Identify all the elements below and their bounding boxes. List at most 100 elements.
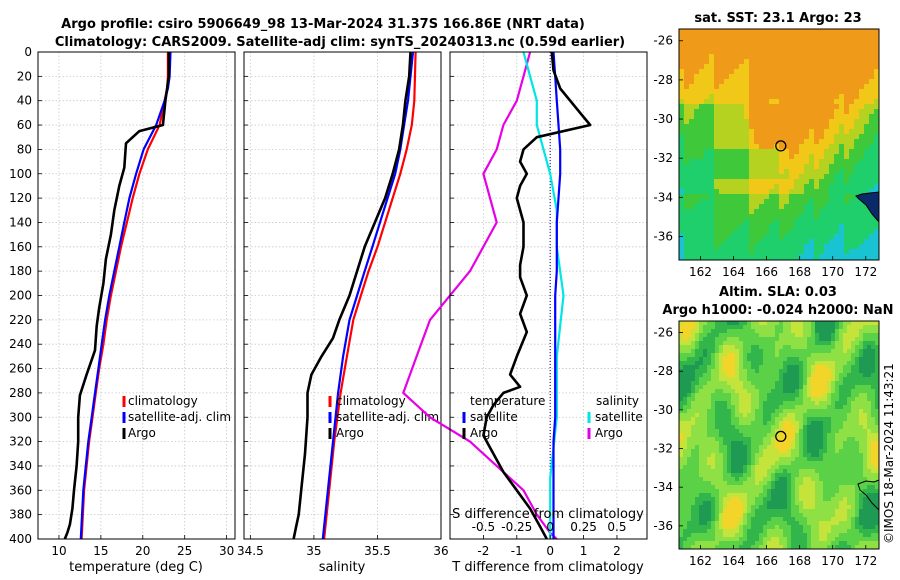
map-cell [863,453,868,458]
map-cell [869,104,875,110]
map-cell [771,461,776,466]
map-cell [864,74,870,80]
map-cell [807,521,812,526]
map-cell [787,493,792,498]
map-cell [871,497,876,502]
map-cell [867,453,872,458]
map-cell [784,214,790,220]
map-cell [694,74,700,80]
map-cell [791,505,796,510]
map-cell [829,129,835,135]
map-cell [819,525,824,530]
map-cell [747,409,752,414]
map-cell [775,445,780,450]
map-cell [869,39,875,45]
map-cell [799,199,805,205]
map-cell [775,489,780,494]
map-cell [779,179,785,185]
map-cell [834,49,840,55]
map-cell [719,521,724,526]
map-cell [819,345,824,350]
map-cell [769,194,775,200]
map-cell [803,429,808,434]
map-cell [829,209,835,215]
map-cell [703,541,708,546]
map-cell [699,59,705,65]
map-cell [795,449,800,454]
map-cell [851,393,856,398]
map-cell [839,409,844,414]
map-cell [699,114,705,120]
map-cell [834,99,840,105]
map-cell [864,214,870,220]
map-cell [847,441,852,446]
map-cell [755,377,760,382]
map-cell [727,541,732,546]
map-cell [799,389,804,394]
map-cell [683,541,688,546]
map-cell [729,159,735,165]
map-cell [831,525,836,530]
map-cell [709,189,715,195]
map-cell [763,485,768,490]
map-cell [699,401,704,406]
map-cell [795,509,800,514]
map-cell [814,244,820,250]
map-cell [815,481,820,486]
map-cell [709,179,715,185]
map-cell [769,174,775,180]
map-cell [727,513,732,518]
map-cell [871,341,876,346]
map-cell [719,497,724,502]
map-cell [795,533,800,538]
map-cell [835,405,840,410]
map-cell [859,74,865,80]
map-cell [783,341,788,346]
map-cell [834,194,840,200]
map-cell [744,169,750,175]
map-cell [699,445,704,450]
map-cell [774,64,780,70]
map-cell [687,509,692,514]
map-cell [739,194,745,200]
map-cell [847,377,852,382]
map-cell [771,405,776,410]
map-cell [703,449,708,454]
map-cell [784,179,790,185]
map-cell [824,149,830,155]
map-cell [687,433,692,438]
map-cell [689,79,695,85]
map-cell [684,204,690,210]
map-cell [684,249,690,255]
map-cell [809,84,815,90]
map-cell [754,74,760,80]
map-cell [784,34,790,40]
map-cell [834,184,840,190]
map-cell [747,473,752,478]
map-cell [804,154,810,160]
map-cell [729,209,735,215]
map-cell [819,39,825,45]
map-cell [727,501,732,506]
map-cell [875,441,880,446]
map-cell [819,517,824,522]
map-cell [794,49,800,55]
map-cell [783,497,788,502]
map-cell [703,425,708,430]
map-cell [719,39,725,45]
map-cell [815,441,820,446]
map-cell [794,144,800,150]
map-cell [734,164,740,170]
map-x-tick-label: 172 [854,265,877,279]
map-cell [759,209,765,215]
map-cell [714,134,720,140]
map-cell [769,109,775,115]
map-cell [719,234,725,240]
map-cell [719,49,725,55]
map-cell [799,501,804,506]
map-cell [687,517,692,522]
map-cell [749,239,755,245]
map-cell [835,513,840,518]
map-cell [831,397,836,402]
map-cell [739,329,744,334]
